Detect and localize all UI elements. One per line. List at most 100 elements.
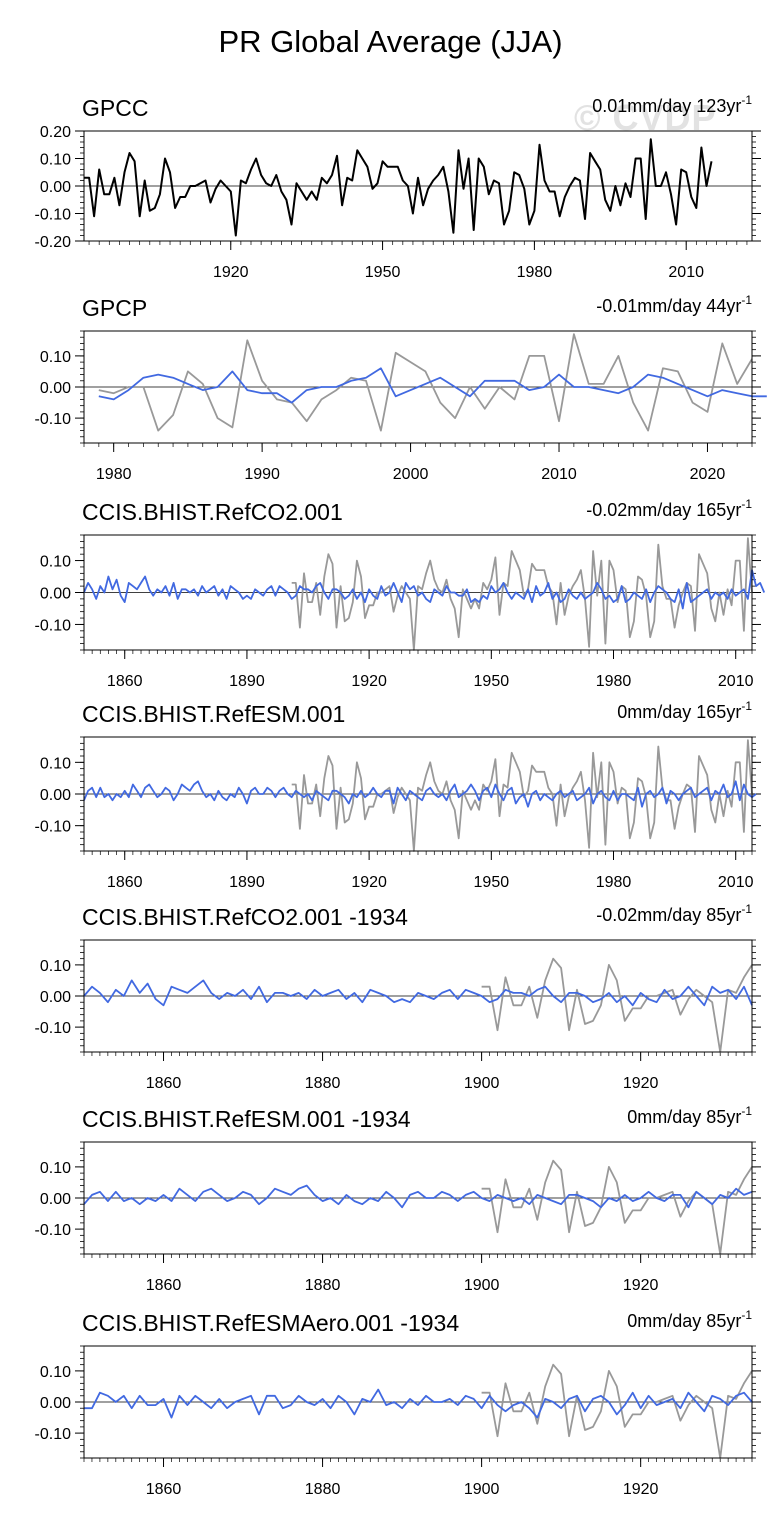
x-tick-label: 1950 bbox=[474, 874, 510, 891]
x-tick-label: 1920 bbox=[623, 1277, 659, 1294]
x-tick-label: 1950 bbox=[474, 673, 510, 690]
y-tick-label: 0.10 bbox=[40, 1364, 71, 1381]
trend-value: 0mm/day 165yr bbox=[617, 702, 741, 722]
x-tick-label: 1880 bbox=[305, 1075, 341, 1092]
y-tick-label: 0.00 bbox=[40, 1395, 71, 1412]
panel-title: CCIS.BHIST.RefESMAero.001 -1934 bbox=[82, 1310, 459, 1336]
x-tick-label: 1890 bbox=[229, 874, 265, 891]
plot-frame bbox=[83, 534, 753, 651]
y-tick-label: -0.10 bbox=[35, 1426, 72, 1443]
x-tick-label: 2010 bbox=[541, 466, 577, 483]
x-tick-label: 2010 bbox=[668, 264, 704, 281]
plot-frame bbox=[83, 1141, 753, 1255]
series-line-observed bbox=[84, 138, 713, 237]
figure-title: PR Global Average (JJA) bbox=[218, 24, 563, 59]
trend-exponent: -1 bbox=[741, 1308, 752, 1322]
plot-frame bbox=[83, 939, 753, 1053]
series-line-observed-overlay bbox=[98, 333, 753, 432]
panel-6: CCIS.BHIST.RefESM.001 -1934 0mm/day 85yr-… bbox=[35, 1104, 761, 1294]
x-tick-label: 1920 bbox=[623, 1075, 659, 1092]
y-tick-label: 0.00 bbox=[40, 1191, 71, 1208]
y-tick-label: -0.10 bbox=[35, 411, 72, 428]
trend-value: 0.01mm/day 123yr bbox=[592, 96, 741, 116]
panel-title: CCIS.BHIST.RefESM.001 bbox=[82, 701, 345, 727]
y-tick-label: 0.10 bbox=[40, 755, 71, 772]
y-tick-label: 0.10 bbox=[40, 958, 71, 975]
x-tick-label: 1900 bbox=[464, 1075, 500, 1092]
x-tick-label: 1860 bbox=[107, 673, 143, 690]
trend-value: -0.02mm/day 85yr bbox=[596, 905, 741, 925]
trend-value: 0mm/day 85yr bbox=[627, 1107, 741, 1127]
series-line-observed-overlay bbox=[481, 1159, 753, 1255]
y-tick-label: 0.00 bbox=[40, 380, 71, 397]
trend-value: -0.01mm/day 44yr bbox=[596, 296, 741, 316]
series-line-observed-overlay bbox=[481, 1363, 753, 1459]
series-line-model bbox=[83, 780, 757, 808]
plot-frame bbox=[83, 736, 753, 852]
panel-trend: 0.01mm/day 123yr-1 bbox=[592, 93, 752, 116]
trend-exponent: -1 bbox=[741, 902, 752, 916]
x-tick-label: 1900 bbox=[464, 1277, 500, 1294]
x-tick-label: 2020 bbox=[690, 466, 726, 483]
x-tick-label: 1890 bbox=[229, 673, 265, 690]
panel-trend: 0mm/day 165yr-1 bbox=[617, 699, 752, 722]
series-line-model bbox=[84, 1388, 753, 1419]
series-line-observed-overlay bbox=[291, 537, 753, 651]
y-tick-label: 0.00 bbox=[40, 586, 71, 603]
trend-exponent: -1 bbox=[741, 293, 752, 307]
panel-title: GPCP bbox=[82, 295, 147, 321]
y-tick-label: 0.00 bbox=[40, 787, 71, 804]
series-line-model bbox=[98, 367, 767, 404]
panel-2: GPCP -0.01mm/day 44yr-1 -0.10 0.00 0.10 1980 1… bbox=[35, 293, 767, 483]
x-tick-label: 1880 bbox=[305, 1277, 341, 1294]
trend-exponent: -1 bbox=[741, 93, 752, 107]
panel-trend: -0.02mm/day 85yr-1 bbox=[596, 902, 752, 925]
series-line-model bbox=[83, 979, 753, 1007]
trend-exponent: -1 bbox=[741, 699, 752, 713]
x-tick-label: 1860 bbox=[107, 874, 143, 891]
y-tick-label: 0.10 bbox=[40, 152, 71, 169]
y-tick-label: 0.20 bbox=[40, 124, 71, 141]
x-tick-label: 1880 bbox=[305, 1481, 341, 1498]
x-tick-label: 1920 bbox=[351, 874, 387, 891]
panel-5: CCIS.BHIST.RefCO2.001 -1934 -0.02mm/day 8… bbox=[35, 902, 761, 1092]
y-tick-label: -0.10 bbox=[35, 819, 72, 836]
trend-value: -0.02mm/day 165yr bbox=[586, 500, 741, 520]
x-tick-label: 1860 bbox=[146, 1277, 182, 1294]
x-tick-label: 2000 bbox=[393, 466, 429, 483]
plot-frame bbox=[83, 330, 753, 444]
series-line-observed-overlay bbox=[291, 739, 753, 852]
panel-title: CCIS.BHIST.RefCO2.001 bbox=[82, 499, 343, 525]
y-tick-label: -0.10 bbox=[35, 617, 72, 634]
plot-frame bbox=[83, 130, 753, 242]
series-line-observed-overlay bbox=[481, 957, 753, 1053]
x-tick-label: 1990 bbox=[244, 466, 280, 483]
x-tick-label: 1980 bbox=[96, 466, 132, 483]
y-tick-label: 0.10 bbox=[40, 554, 71, 571]
trend-exponent: -1 bbox=[741, 1104, 752, 1118]
x-tick-label: 1860 bbox=[146, 1481, 182, 1498]
y-tick-label: 0.10 bbox=[40, 1160, 71, 1177]
panel-trend: -0.01mm/day 44yr-1 bbox=[596, 293, 752, 316]
panel-title: GPCC bbox=[82, 95, 148, 121]
y-tick-label: 0.00 bbox=[40, 989, 71, 1006]
y-tick-label: -0.10 bbox=[35, 1222, 72, 1239]
series-line-model bbox=[83, 1184, 753, 1209]
series-line-model bbox=[83, 569, 766, 610]
panel-trend: -0.02mm/day 165yr-1 bbox=[586, 497, 752, 520]
panel-title: CCIS.BHIST.RefESM.001 -1934 bbox=[82, 1106, 411, 1132]
y-tick-label: -0.20 bbox=[35, 234, 72, 251]
x-tick-label: 2010 bbox=[718, 874, 754, 891]
panel-title: CCIS.BHIST.RefCO2.001 -1934 bbox=[82, 904, 408, 930]
trend-exponent: -1 bbox=[741, 497, 752, 511]
x-tick-label: 1980 bbox=[596, 673, 632, 690]
panel-7: CCIS.BHIST.RefESMAero.001 -1934 0mm/day 8… bbox=[35, 1308, 761, 1498]
y-tick-label: -0.10 bbox=[35, 207, 72, 224]
plot-frame bbox=[83, 1345, 753, 1459]
y-tick-label: -0.10 bbox=[35, 1020, 72, 1037]
panel-trend: 0mm/day 85yr-1 bbox=[627, 1104, 752, 1127]
panel-trend: 0mm/day 85yr-1 bbox=[627, 1308, 752, 1331]
x-tick-label: 1920 bbox=[623, 1481, 659, 1498]
x-tick-label: 1860 bbox=[146, 1075, 182, 1092]
